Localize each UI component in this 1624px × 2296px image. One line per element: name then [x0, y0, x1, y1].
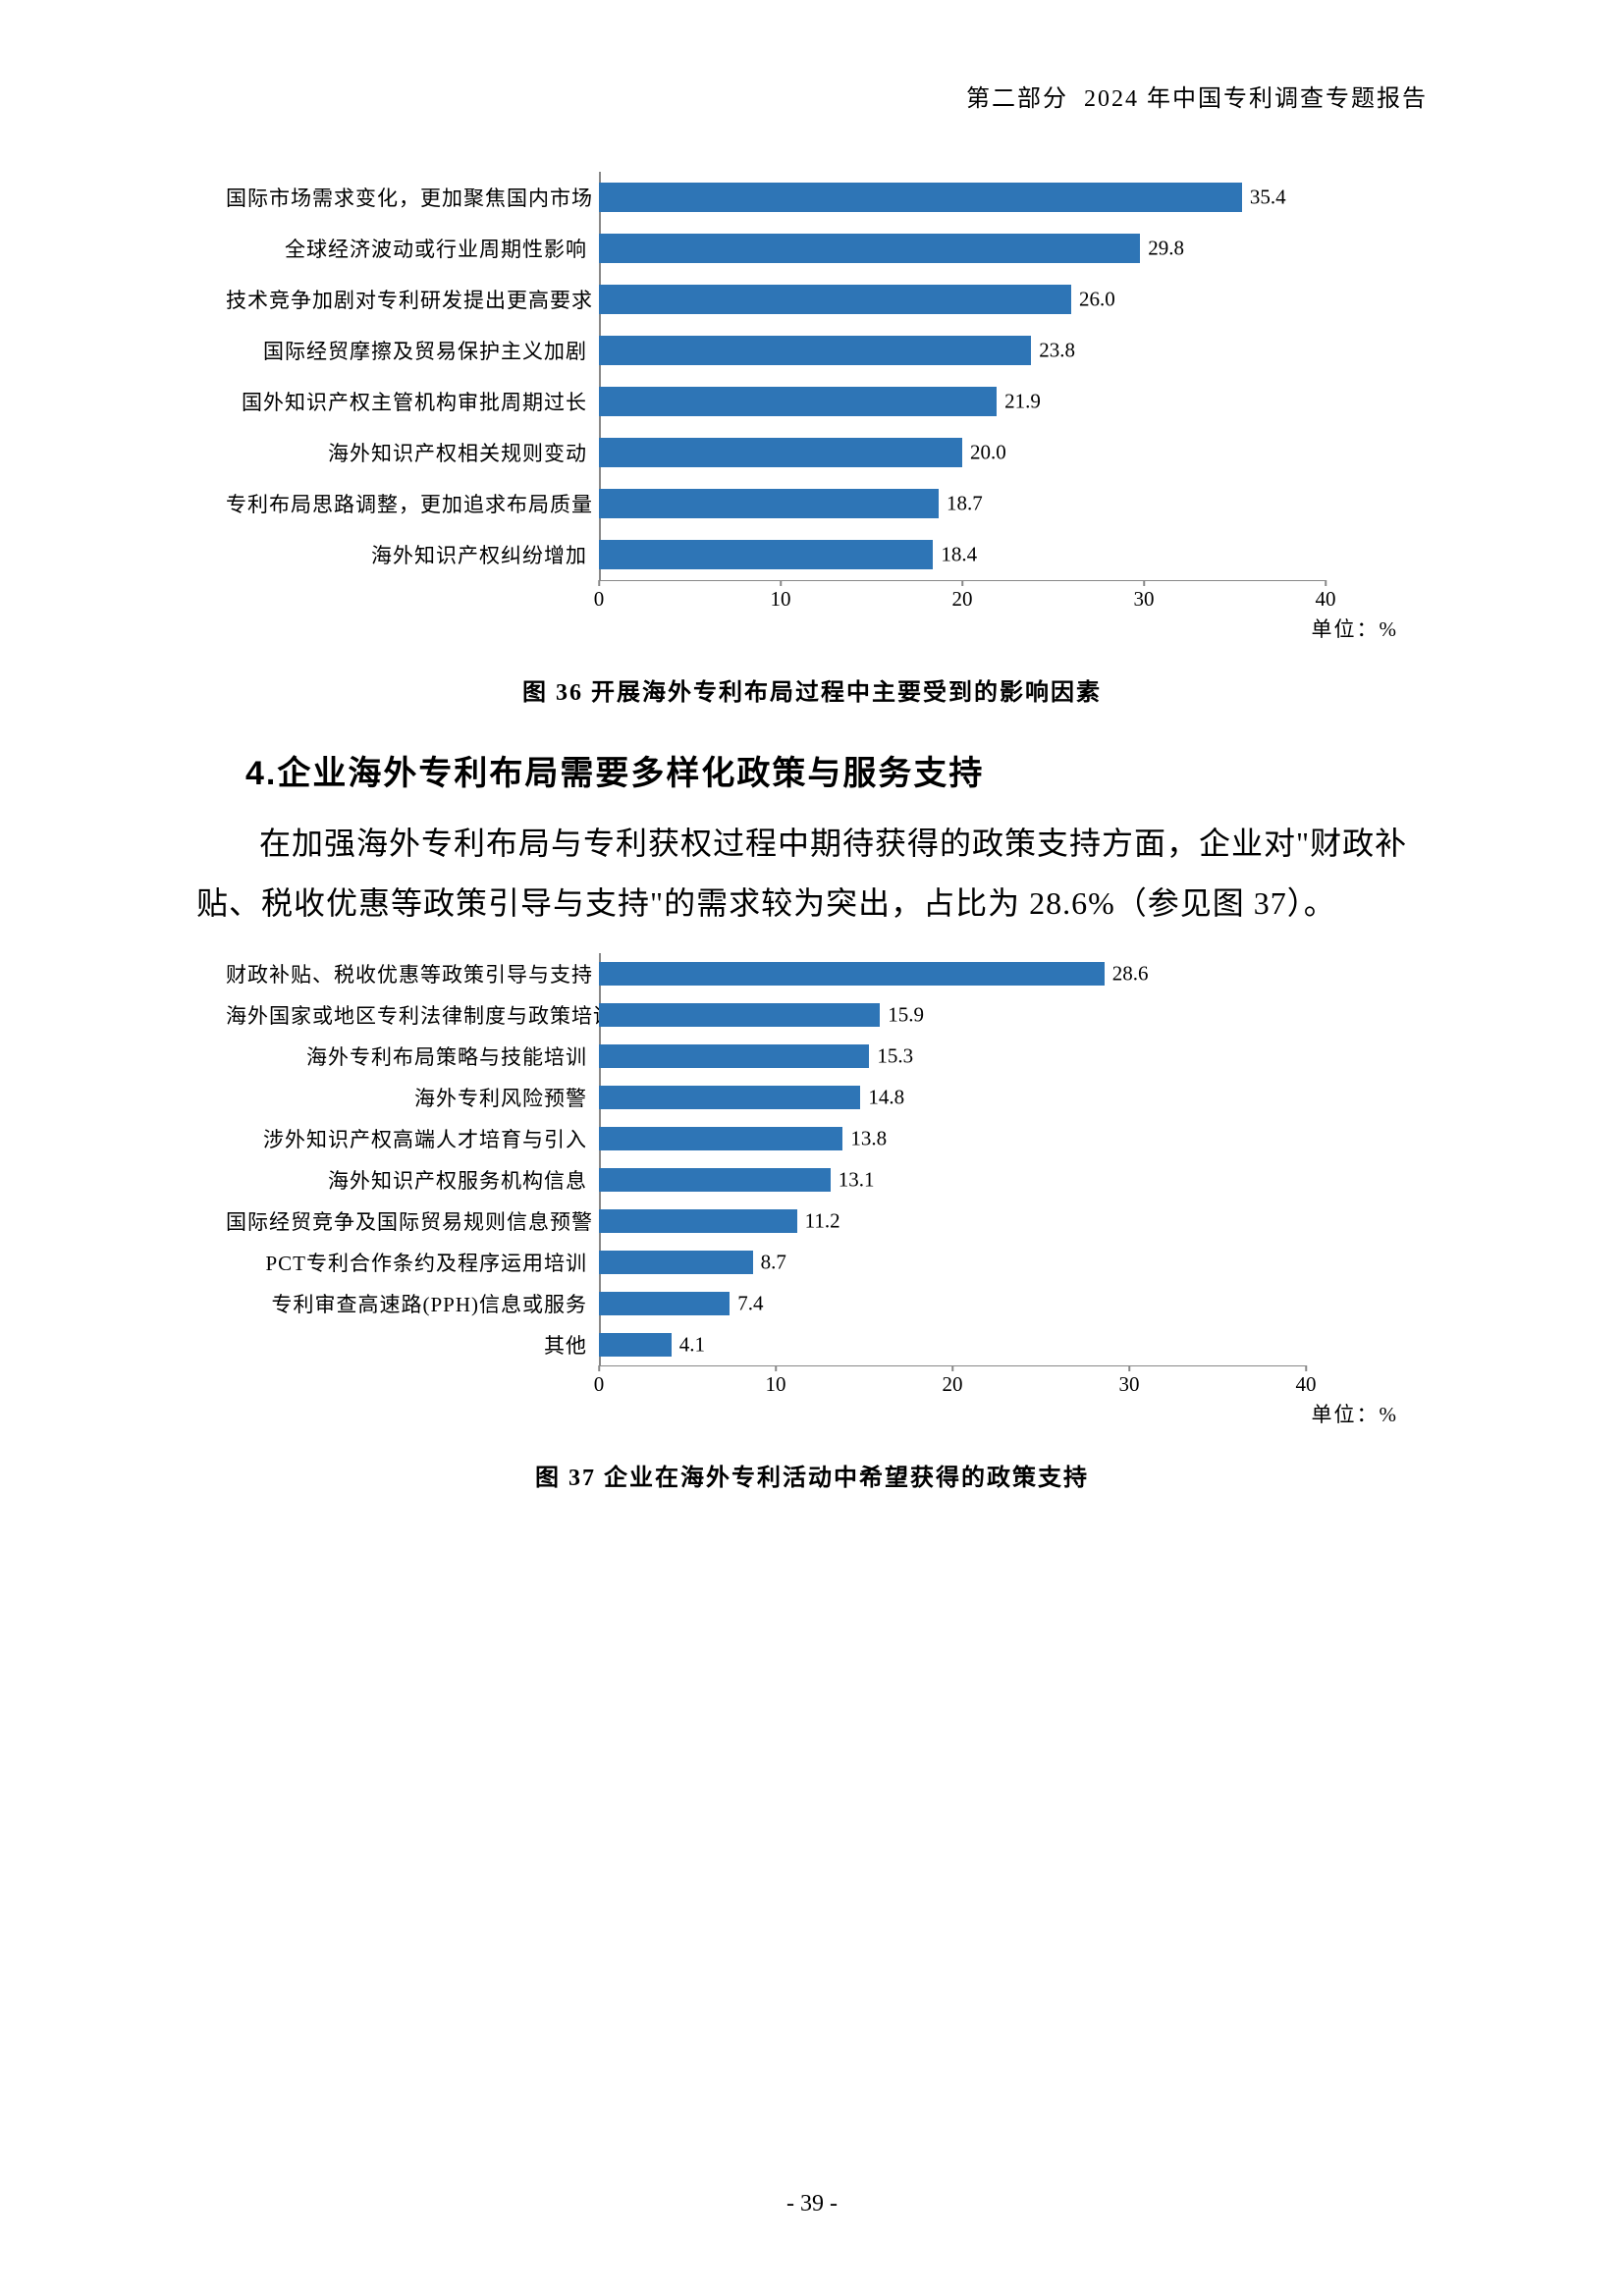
bar-label: 国际经贸竞争及国际贸易规则信息预警 — [226, 1206, 599, 1236]
bar: 18.4 — [599, 540, 933, 569]
bar-value-label: 18.4 — [941, 543, 977, 567]
bar: 14.8 — [599, 1086, 860, 1109]
bar-label: 技术竞争加剧对专利研发提出更高要求 — [226, 285, 599, 314]
bar-label: 海外国家或地区专利法律制度与政策培训 — [226, 1000, 599, 1030]
bar-row: 国外知识产权主管机构审批周期过长21.9 — [226, 376, 1428, 427]
bar: 7.4 — [599, 1292, 730, 1315]
header-section: 第二部分 — [966, 86, 1068, 112]
chart-37-caption: 图 37 企业在海外专利活动中希望获得的政策支持 — [196, 1458, 1428, 1492]
bar-row: 技术竞争加剧对专利研发提出更高要求26.0 — [226, 274, 1428, 325]
bar-value-label: 23.8 — [1039, 339, 1075, 363]
bar: 26.0 — [599, 285, 1071, 314]
x-tick-label: 30 — [1119, 1372, 1140, 1397]
bar: 8.7 — [599, 1251, 753, 1274]
bar-value-label: 21.9 — [1004, 390, 1041, 414]
bar-value-label: 29.8 — [1148, 237, 1184, 261]
bar-label: 海外知识产权服务机构信息 — [226, 1165, 599, 1195]
bar-row: 海外专利布局策略与技能培训15.3 — [226, 1036, 1428, 1077]
x-tick-label: 40 — [1296, 1372, 1317, 1397]
chart-36-caption: 图 36 开展海外专利布局过程中主要受到的影响因素 — [196, 672, 1428, 707]
bar: 35.4 — [599, 183, 1242, 212]
bar-label: 财政补贴、税收优惠等政策引导与支持 — [226, 959, 599, 988]
bar-value-label: 4.1 — [679, 1332, 705, 1357]
bar-label: 专利审查高速路(PPH)信息或服务 — [226, 1289, 599, 1318]
bar-value-label: 15.9 — [888, 1002, 924, 1027]
header-title: 2024 年中国专利调查专题报告 — [1084, 86, 1428, 112]
x-tick-label: 10 — [771, 587, 791, 612]
bar: 21.9 — [599, 387, 997, 416]
bar: 18.7 — [599, 489, 939, 518]
bar-row: 海外知识产权服务机构信息13.1 — [226, 1159, 1428, 1201]
bar-label: 国际市场需求变化，更加聚焦国内市场 — [226, 183, 599, 212]
chart-36-unit: 单位：% — [196, 614, 1398, 643]
bar-row: 涉外知识产权高端人才培育与引入13.8 — [226, 1118, 1428, 1159]
bar-value-label: 26.0 — [1079, 288, 1115, 312]
bar-value-label: 14.8 — [868, 1085, 904, 1109]
bar-label: 其他 — [226, 1330, 599, 1360]
bar-row: 国际经贸竞争及国际贸易规则信息预警11.2 — [226, 1201, 1428, 1242]
bar-row: 海外专利风险预警14.8 — [226, 1077, 1428, 1118]
bar-label: 海外知识产权纠纷增加 — [226, 540, 599, 569]
bar-row: 全球经济波动或行业周期性影响29.8 — [226, 223, 1428, 274]
chart-36: 国际市场需求变化，更加聚焦国内市场35.4全球经济波动或行业周期性影响29.8技… — [226, 172, 1428, 610]
bar-label: 涉外知识产权高端人才培育与引入 — [226, 1124, 599, 1153]
bar: 23.8 — [599, 336, 1031, 365]
bar: 11.2 — [599, 1209, 797, 1233]
bar-value-label: 18.7 — [947, 492, 983, 516]
x-tick-label: 0 — [594, 587, 605, 612]
x-axis: 010203040 — [599, 580, 1326, 610]
bar-row: 国际市场需求变化，更加聚焦国内市场35.4 — [226, 172, 1428, 223]
bar-row: 财政补贴、税收优惠等政策引导与支持28.6 — [226, 953, 1428, 994]
bar-value-label: 7.4 — [737, 1291, 763, 1315]
bar-row: 其他4.1 — [226, 1324, 1428, 1365]
x-tick-label: 10 — [766, 1372, 786, 1397]
bar-row: 专利审查高速路(PPH)信息或服务7.4 — [226, 1283, 1428, 1324]
bar-value-label: 13.8 — [850, 1126, 887, 1150]
page-header: 第二部分 2024 年中国专利调查专题报告 — [196, 79, 1428, 113]
bar-value-label: 28.6 — [1112, 961, 1149, 986]
bar-value-label: 8.7 — [761, 1250, 786, 1274]
bar: 4.1 — [599, 1333, 672, 1357]
bar-label: 海外知识产权相关规则变动 — [226, 438, 599, 467]
x-tick-label: 0 — [594, 1372, 605, 1397]
bar-row: PCT专利合作条约及程序运用培训8.7 — [226, 1242, 1428, 1283]
bar-value-label: 35.4 — [1250, 186, 1286, 210]
bar: 13.8 — [599, 1127, 842, 1150]
bar-label: 国际经贸摩擦及贸易保护主义加剧 — [226, 336, 599, 365]
bar: 15.9 — [599, 1003, 880, 1027]
bar: 29.8 — [599, 234, 1140, 263]
bar-row: 国际经贸摩擦及贸易保护主义加剧23.8 — [226, 325, 1428, 376]
chart-37-unit: 单位：% — [196, 1399, 1398, 1428]
chart-36-container: 国际市场需求变化，更加聚焦国内市场35.4全球经济波动或行业周期性影响29.8技… — [196, 172, 1428, 707]
chart-37: 财政补贴、税收优惠等政策引导与支持28.6海外国家或地区专利法律制度与政策培训1… — [226, 953, 1428, 1395]
bar-label: 海外专利风险预警 — [226, 1083, 599, 1112]
bar: 28.6 — [599, 962, 1105, 986]
chart-37-container: 财政补贴、税收优惠等政策引导与支持28.6海外国家或地区专利法律制度与政策培训1… — [196, 953, 1428, 1492]
x-tick-label: 40 — [1316, 587, 1336, 612]
page-number: - 39 - — [786, 2191, 838, 2217]
body-paragraph: 在加强海外专利布局与专利获权过程中期待获得的政策支持方面，企业对"财政补贴、税收… — [196, 814, 1428, 934]
bar-row: 海外国家或地区专利法律制度与政策培训15.9 — [226, 994, 1428, 1036]
bar-label: 国外知识产权主管机构审批周期过长 — [226, 387, 599, 416]
bar-value-label: 11.2 — [805, 1208, 840, 1233]
bar: 20.0 — [599, 438, 962, 467]
bar-value-label: 15.3 — [877, 1043, 913, 1068]
x-tick-label: 20 — [943, 1372, 963, 1397]
bar-label: PCT专利合作条约及程序运用培训 — [226, 1248, 599, 1277]
bar-value-label: 13.1 — [839, 1167, 875, 1192]
bar-label: 专利布局思路调整，更加追求布局质量 — [226, 489, 599, 518]
bar: 15.3 — [599, 1044, 869, 1068]
bar-row: 专利布局思路调整，更加追求布局质量18.7 — [226, 478, 1428, 529]
section-heading: 4.企业海外专利布局需要多样化政策与服务支持 — [245, 746, 1428, 794]
bar-label: 海外专利布局策略与技能培训 — [226, 1041, 599, 1071]
bar: 13.1 — [599, 1168, 831, 1192]
bar-label: 全球经济波动或行业周期性影响 — [226, 234, 599, 263]
x-axis: 010203040 — [599, 1365, 1306, 1395]
bar-row: 海外知识产权相关规则变动20.0 — [226, 427, 1428, 478]
x-tick-label: 20 — [952, 587, 973, 612]
x-tick-label: 30 — [1134, 587, 1155, 612]
bar-value-label: 20.0 — [970, 441, 1006, 465]
bar-row: 海外知识产权纠纷增加18.4 — [226, 529, 1428, 580]
